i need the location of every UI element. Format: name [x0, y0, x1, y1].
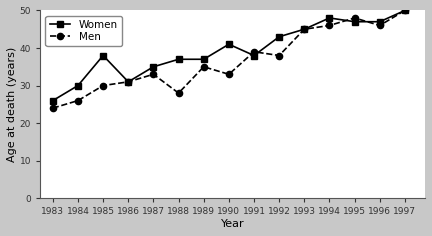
- Women: [302, 28, 307, 31]
- Line: Women: Women: [50, 7, 408, 104]
- Men: [352, 17, 357, 19]
- Women: [126, 80, 131, 83]
- Women: [251, 54, 257, 57]
- Line: Men: Men: [50, 7, 408, 111]
- Women: [352, 20, 357, 23]
- Men: [276, 54, 282, 57]
- Men: [251, 50, 257, 53]
- Women: [76, 84, 81, 87]
- Men: [377, 24, 382, 27]
- Women: [151, 65, 156, 68]
- Women: [101, 54, 106, 57]
- Men: [101, 84, 106, 87]
- Men: [50, 107, 55, 110]
- Men: [327, 24, 332, 27]
- Men: [201, 65, 206, 68]
- Women: [176, 58, 181, 61]
- Men: [402, 9, 407, 12]
- Men: [151, 73, 156, 76]
- Women: [327, 17, 332, 19]
- Men: [126, 80, 131, 83]
- Women: [201, 58, 206, 61]
- Legend: Women, Men: Women, Men: [45, 16, 122, 46]
- Y-axis label: Age at death (years): Age at death (years): [7, 47, 17, 162]
- Men: [76, 99, 81, 102]
- Women: [402, 9, 407, 12]
- X-axis label: Year: Year: [221, 219, 245, 229]
- Men: [226, 73, 232, 76]
- Men: [302, 28, 307, 31]
- Men: [176, 92, 181, 94]
- Women: [50, 99, 55, 102]
- Women: [377, 20, 382, 23]
- Women: [276, 35, 282, 38]
- Women: [226, 43, 232, 46]
